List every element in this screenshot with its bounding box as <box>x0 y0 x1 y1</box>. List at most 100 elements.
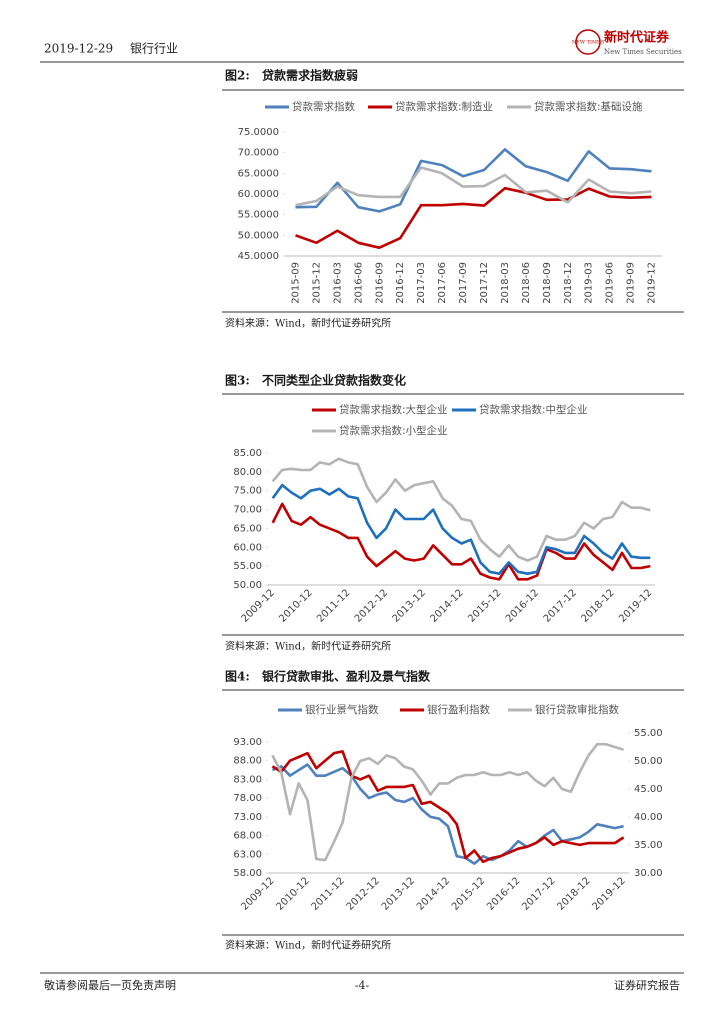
y-tick-label: 93.00 <box>233 737 262 748</box>
x-tick-label: 2014-12 <box>415 875 452 912</box>
x-tick-label: 2016-12 <box>395 262 406 304</box>
x-tick-label: 2010-12 <box>274 875 311 912</box>
x-tick-label: 2012-12 <box>353 587 390 624</box>
x-tick-label: 2015-12 <box>466 587 503 624</box>
x-tick-label: 2017-12 <box>479 262 490 304</box>
series-line <box>271 502 651 581</box>
y-tick-label: 88.00 <box>233 756 262 767</box>
figure-source: 资料来源：Wind，新时代证券研究所 <box>225 640 391 653</box>
y-tick-label: 55.0000 <box>238 210 279 221</box>
series-line <box>295 148 652 213</box>
logo-cn: 新时代证券 <box>604 30 670 46</box>
x-tick-label: 2011-12 <box>310 875 347 912</box>
series-line <box>295 186 652 249</box>
x-tick-label: 2013-12 <box>391 587 428 624</box>
y-tick-label: 75.00 <box>233 486 262 497</box>
y-tick-label: 60.00 <box>233 542 262 553</box>
x-tick-label: 2019-09 <box>626 262 637 304</box>
x-tick-label: 2018-06 <box>521 262 532 304</box>
x-tick-label: 2019-03 <box>584 262 595 304</box>
y-tick-label: 55.00 <box>233 561 262 572</box>
y-tick-label: 70.00 <box>233 505 262 516</box>
x-tick-label: 2018-09 <box>542 262 553 304</box>
x-tick-label: 2017-12 <box>542 587 579 624</box>
legend-label: 贷款需求指数:小型企业 <box>339 424 448 437</box>
legend-label: 贷款需求指数:中型企业 <box>479 403 588 416</box>
figure-label: 图2: <box>225 69 250 83</box>
y-tick-label: 45.0000 <box>238 251 279 262</box>
x-tick-label: 2019-12 <box>591 875 628 912</box>
x-tick-label: 2017-06 <box>437 262 448 304</box>
x-tick-label: 2009-12 <box>239 875 276 912</box>
x-tick-label: 2019-06 <box>605 262 616 304</box>
legend-label: 银行业景气指数 <box>305 703 379 716</box>
x-tick-label: 2013-12 <box>380 875 417 912</box>
y-tick-label: 58.00 <box>233 868 262 879</box>
figure-label: 图4: <box>225 670 250 684</box>
y2-tick-label: 35.00 <box>634 840 663 851</box>
y2-tick-label: 30.00 <box>634 868 663 879</box>
footer-disclaimer: 敬请参阅最后一页免责声明 <box>44 978 176 992</box>
x-tick-label: 2016-06 <box>353 262 364 304</box>
y-tick-label: 50.00 <box>233 580 262 591</box>
x-tick-label: 2018-12 <box>563 262 574 304</box>
logo-badge: NEW TIMES <box>572 40 605 46</box>
y-tick-label: 73.00 <box>233 812 262 823</box>
series-line <box>271 750 625 864</box>
logo-en: New Times Securities <box>604 48 682 56</box>
x-tick-label: 2011-12 <box>315 587 352 624</box>
x-tick-label: 2014-12 <box>428 587 465 624</box>
footer-report-type: 证券研究报告 <box>614 978 680 992</box>
y-tick-label: 83.00 <box>233 774 262 785</box>
legend-label: 贷款需求指数 <box>292 100 355 113</box>
series-line <box>271 457 651 562</box>
y-tick-label: 85.00 <box>233 448 262 459</box>
x-tick-label: 2017-03 <box>416 262 427 304</box>
legend-label: 银行盈利指数 <box>427 703 490 716</box>
x-tick-label: 2017-12 <box>520 875 557 912</box>
y2-tick-label: 40.00 <box>634 812 663 823</box>
legend-label: 贷款需求指数:大型企业 <box>339 403 448 416</box>
legend-label: 贷款需求指数:制造业 <box>395 100 493 113</box>
x-tick-label: 2017-09 <box>458 262 469 304</box>
figure-label: 图3: <box>225 374 250 388</box>
y2-tick-label: 45.00 <box>634 784 663 795</box>
y-tick-label: 78.00 <box>233 793 262 804</box>
series-line <box>295 166 652 207</box>
x-tick-label: 2015-12 <box>311 262 322 304</box>
y-tick-label: 70.0000 <box>238 148 279 159</box>
x-tick-label: 2016-12 <box>504 587 541 624</box>
y-tick-label: 65.0000 <box>238 168 279 179</box>
y-tick-label: 60.0000 <box>238 189 279 200</box>
y-tick-label: 80.00 <box>233 467 262 478</box>
x-tick-label: 2009-12 <box>240 587 277 624</box>
footer-page: -4- <box>355 979 370 992</box>
y-tick-label: 50.0000 <box>238 230 279 241</box>
x-tick-label: 2015-09 <box>290 262 301 304</box>
x-tick-label: 2018-12 <box>579 587 616 624</box>
x-tick-label: 2016-12 <box>485 875 522 912</box>
figure-title: 不同类型企业贷款指数变化 <box>262 373 406 388</box>
x-tick-label: 2015-12 <box>450 875 487 912</box>
figure-title: 银行贷款审批、盈利及景气指数 <box>262 669 431 684</box>
figure-source: 资料来源：Wind，新时代证券研究所 <box>225 939 391 952</box>
y2-tick-label: 50.00 <box>634 756 663 767</box>
header-sector: 银行行业 <box>130 42 178 56</box>
x-tick-label: 2010-12 <box>277 587 314 624</box>
figure-title: 贷款需求指数疲弱 <box>262 68 358 83</box>
x-tick-label: 2018-12 <box>555 875 592 912</box>
series-line <box>271 483 651 575</box>
y2-tick-label: 55.00 <box>634 728 663 739</box>
x-tick-label: 2018-03 <box>500 262 511 304</box>
legend-label: 银行贷款审批指数 <box>535 703 619 716</box>
header-date: 2019-12-29 <box>44 42 113 56</box>
y-tick-label: 63.00 <box>233 849 262 860</box>
legend-label: 贷款需求指数:基础设施 <box>534 100 643 113</box>
x-tick-label: 2019-12 <box>647 262 658 304</box>
x-tick-label: 2016-03 <box>332 262 343 304</box>
y-tick-label: 68.00 <box>233 831 262 842</box>
y-tick-label: 75.0000 <box>238 127 279 138</box>
x-tick-label: 2019-12 <box>617 587 654 624</box>
series-line <box>271 742 624 862</box>
